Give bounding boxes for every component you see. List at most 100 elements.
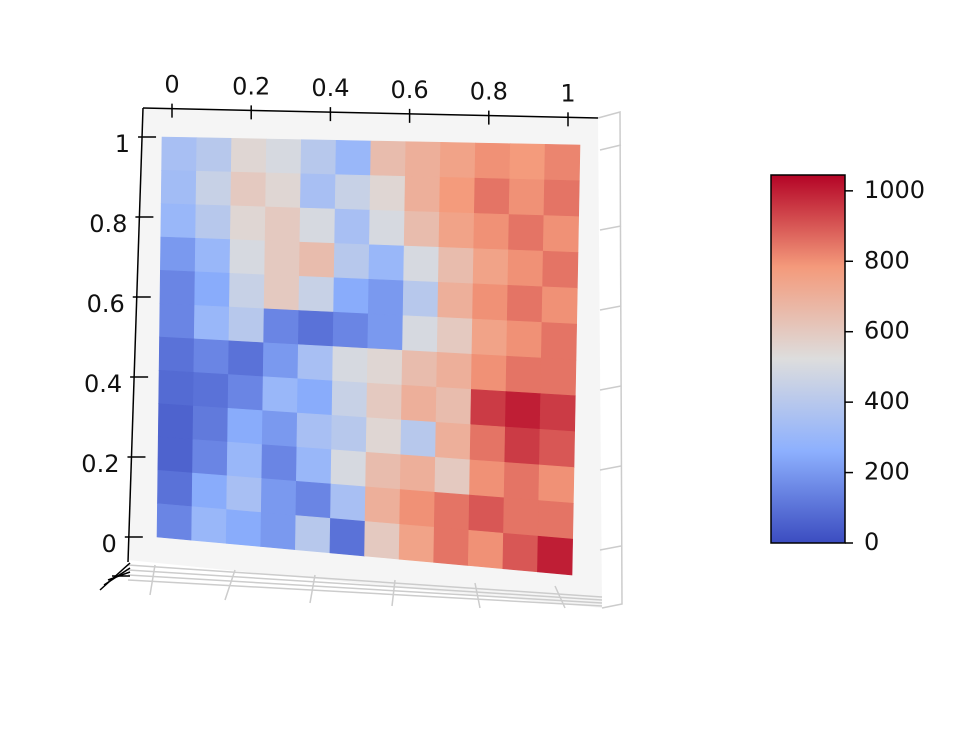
- surface-cell: [503, 462, 540, 501]
- y-tick-label: 0.4: [84, 370, 122, 398]
- surface-cell: [542, 215, 579, 253]
- pane-grid: [127, 111, 623, 609]
- surface-cell: [505, 355, 542, 395]
- surface-cell: [329, 518, 366, 557]
- surface-cell: [505, 391, 541, 430]
- surface-cell: [159, 270, 196, 306]
- surface-cell: [300, 139, 337, 176]
- surface-cell: [470, 389, 507, 428]
- surface-cell: [544, 144, 581, 182]
- surface-cell: [540, 322, 577, 361]
- surface-cell: [157, 436, 194, 474]
- surface-cell: [230, 171, 267, 208]
- surface-cell: [366, 348, 403, 386]
- y-axis: [127, 107, 144, 563]
- surface-cell: [437, 282, 474, 320]
- surface-cell: [541, 286, 578, 325]
- surface-cell: [439, 177, 476, 214]
- surface-cell: [538, 464, 575, 504]
- surface-cell: [330, 483, 366, 522]
- surface-cell: [191, 506, 227, 544]
- surface-cell: [191, 472, 228, 510]
- surface-cell: [299, 241, 335, 279]
- surface-cell: [508, 214, 545, 252]
- surface-cell: [369, 209, 406, 247]
- surface-cell: [193, 338, 230, 375]
- surface-cell: [298, 310, 334, 347]
- colorbar-tick-label: 0: [864, 528, 879, 556]
- x-tick-label: 0.2: [232, 72, 270, 100]
- surface-cell: [297, 378, 333, 416]
- surface-cell: [332, 311, 369, 349]
- surface-cell: [364, 521, 400, 560]
- surface-cell: [365, 451, 402, 490]
- surface-cell: [539, 429, 575, 468]
- surface-cell: [229, 273, 265, 310]
- surface-cell: [260, 478, 297, 516]
- surface-cell: [401, 350, 438, 388]
- surface-cell: [229, 205, 266, 242]
- surface-cell: [402, 315, 439, 353]
- surface-cell: [473, 177, 511, 215]
- surface-cell: [226, 475, 263, 513]
- surface-cell: [368, 244, 405, 282]
- y-tick-label: 0.2: [81, 450, 119, 478]
- surface-cell: [502, 532, 539, 573]
- surface-cell: [399, 489, 436, 528]
- surface-cell: [367, 313, 404, 351]
- surface-cell: [509, 143, 546, 181]
- surface-cell: [370, 140, 407, 177]
- surface-cell: [540, 357, 577, 397]
- surface-cell: [334, 208, 371, 246]
- surface-cell: [295, 515, 331, 554]
- surface-cell: [537, 500, 574, 540]
- z-axis: [99, 562, 131, 591]
- surface-cell: [401, 384, 437, 423]
- surface-cell: [400, 419, 437, 458]
- surface-cell: [261, 410, 298, 448]
- surface-cell: [158, 336, 195, 373]
- surface-cell: [265, 172, 302, 209]
- surface-cell: [404, 141, 441, 178]
- surface: [156, 136, 581, 576]
- surface-cell: [506, 320, 543, 359]
- surface-cell: [296, 446, 332, 485]
- surface-cell: [226, 441, 263, 479]
- surface-cell: [193, 305, 230, 342]
- surface-cell: [192, 439, 228, 477]
- surface-cell: [160, 170, 197, 206]
- surface-cell: [161, 136, 198, 172]
- surface-cell: [539, 393, 576, 432]
- surface-cell: [436, 352, 473, 390]
- surface-cell: [403, 245, 440, 283]
- surface-cell: [504, 426, 541, 466]
- surface-cell: [229, 239, 266, 276]
- colorbar: [770, 174, 846, 544]
- surface-cell: [158, 370, 195, 407]
- surface-cell: [331, 380, 368, 418]
- surface-cell: [262, 342, 299, 380]
- surface-cell: [262, 376, 299, 414]
- colorbar-tick-label: 600: [864, 317, 910, 345]
- y-tick-label: 0.6: [87, 290, 125, 318]
- surface-cell: [436, 317, 473, 355]
- surface-cell: [194, 271, 231, 308]
- surface-cell: [543, 179, 580, 217]
- surface-cell: [433, 492, 470, 531]
- x-tick-label: 0.8: [470, 78, 508, 106]
- surface-cell: [435, 422, 471, 461]
- surface-cell: [194, 237, 231, 274]
- colorbar-tick-label: 200: [864, 458, 910, 486]
- surface-cell: [364, 486, 401, 525]
- surface-cell: [367, 279, 404, 316]
- surface-cell: [192, 405, 229, 443]
- surface-cell: [471, 318, 508, 357]
- surface-cell: [157, 403, 194, 440]
- surface-cell: [230, 138, 267, 174]
- surface-cell: [467, 529, 504, 569]
- surface-cell: [435, 387, 472, 425]
- surface-cell: [506, 285, 543, 323]
- surface-cell: [296, 412, 333, 451]
- surface-cell: [333, 277, 370, 315]
